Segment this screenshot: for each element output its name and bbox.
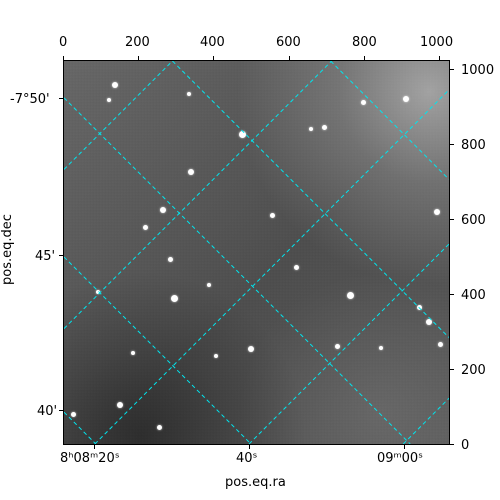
star-23: [438, 342, 443, 347]
star-15: [322, 125, 327, 130]
y-axis-title: pos.eq.dec: [0, 214, 15, 285]
star-18: [361, 100, 366, 105]
right-tick-800: [450, 144, 454, 145]
star-30: [379, 346, 383, 350]
star-24: [117, 402, 123, 408]
top-axis-tick-400: 400: [200, 35, 225, 50]
right-axis-tick-0: 0: [461, 438, 470, 453]
star-3: [187, 92, 191, 96]
star-25: [157, 425, 162, 430]
star-12: [248, 346, 254, 352]
star-22: [426, 319, 432, 325]
star-27: [96, 290, 100, 294]
top-axis-tick-200: 200: [125, 35, 150, 50]
top-tick-600: [289, 56, 290, 60]
star-19: [403, 96, 409, 102]
star-13: [270, 213, 275, 218]
bottom-tick-2: [249, 445, 250, 449]
top-axis-tick-1000: 1000: [420, 35, 454, 50]
bottom-axis-tick-8h08m20s: 8ʰ08ᵐ20ˢ: [60, 451, 120, 466]
x-axis-title: pos.eq.ra: [225, 475, 286, 490]
left-tick-2: [59, 255, 63, 256]
bottom-axis-tick-09m00s: 09ᵐ00ˢ: [377, 451, 424, 466]
left-axis-tick-7-50: -7°50': [10, 92, 50, 107]
star-20: [434, 209, 440, 215]
star-4: [239, 131, 246, 138]
top-tick-1000: [439, 56, 440, 60]
top-axis-tick-0: 0: [59, 35, 68, 50]
star-14: [294, 265, 299, 270]
bottom-tick-1: [94, 445, 95, 449]
right-tick-600: [450, 219, 454, 220]
top-axis-tick-600: 600: [276, 35, 301, 50]
star-8: [168, 257, 173, 262]
right-tick-0: [450, 444, 454, 445]
star-5: [188, 169, 194, 175]
star-10: [207, 283, 211, 287]
star-1: [112, 82, 118, 88]
star-26: [71, 412, 76, 417]
top-axis-tick-800: 800: [352, 35, 377, 50]
image-frame: [63, 60, 450, 445]
left-axis-tick-40: 40': [37, 404, 58, 419]
star-6: [160, 207, 166, 213]
left-axis-tick-45: 45': [35, 249, 56, 264]
star-7: [143, 225, 148, 230]
right-axis-tick-400: 400: [461, 288, 486, 303]
right-tick-200: [450, 369, 454, 370]
bottom-axis-tick-40s: 40ˢ: [236, 451, 258, 466]
star-21: [417, 305, 422, 310]
left-tick-3: [59, 410, 63, 411]
sky-image: [64, 61, 449, 444]
right-tick-400: [450, 294, 454, 295]
top-tick-0: [63, 56, 64, 60]
right-axis-tick-200: 200: [461, 363, 486, 378]
top-tick-200: [138, 56, 139, 60]
star-17: [335, 344, 340, 349]
right-axis-tick-600: 600: [461, 213, 486, 228]
star-11: [214, 354, 218, 358]
right-axis-tick-1000: 1000: [461, 63, 495, 78]
top-tick-400: [213, 56, 214, 60]
bottom-tick-3: [404, 445, 405, 449]
right-axis-tick-800: 800: [461, 138, 486, 153]
star-9: [171, 295, 178, 302]
right-tick-1000: [450, 69, 454, 70]
star-28: [131, 351, 135, 355]
star-2: [107, 98, 111, 102]
star-16: [347, 292, 354, 299]
star-29: [309, 127, 313, 131]
left-tick-1: [59, 98, 63, 99]
top-tick-800: [364, 56, 365, 60]
